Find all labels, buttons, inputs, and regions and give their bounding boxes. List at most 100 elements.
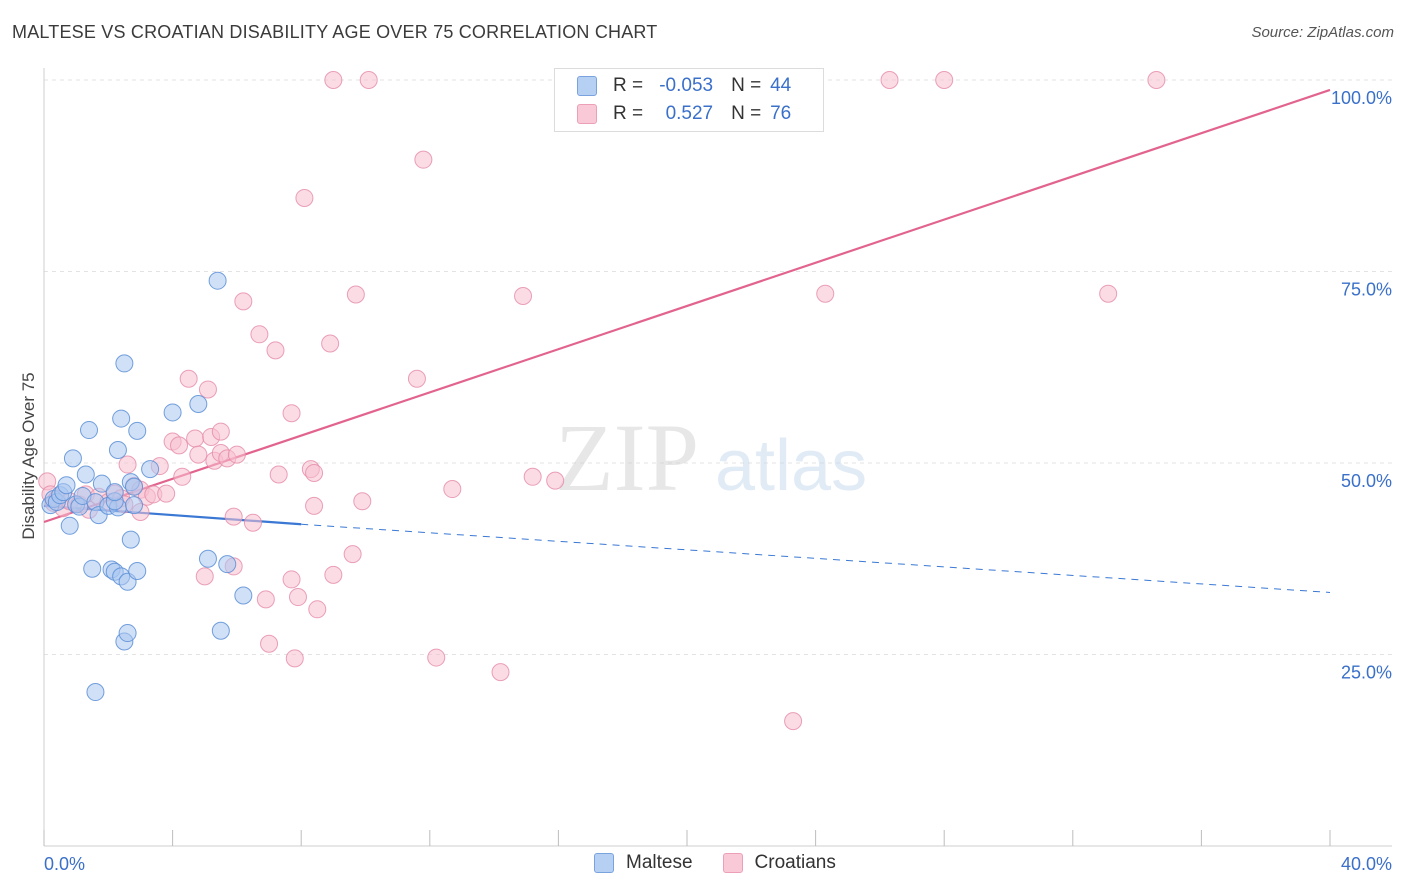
croatian-point [443,480,462,499]
croatian-point [288,588,307,607]
croatian-point [266,341,285,360]
maltese-point [60,516,79,535]
maltese-point [128,562,147,581]
croatian-point [227,445,246,464]
croatian-point [305,496,324,515]
legend-n-value: 76 [770,103,792,124]
legend-r-value: 0.527 [665,103,714,124]
croatian-point [173,467,192,486]
maltese-point [80,421,99,440]
maltese-point [125,477,144,496]
croatian-point [1099,284,1118,303]
croatian-point [324,565,343,584]
croatian-point [198,380,217,399]
legend-r-label: R = [613,103,644,124]
croatian-point [1147,71,1166,89]
y-tick-label: 25.0% [1341,663,1392,683]
croatian-point [170,436,189,455]
maltese-point [121,530,140,549]
maltese-point [63,449,82,468]
croatian-point [224,507,243,526]
maltese-point [211,621,230,640]
y-axis-label: Disability Age Over 75 [19,372,38,539]
maltese-point [208,271,227,290]
legend-row-maltese: R = -0.053 N = 44 [577,73,791,99]
maltese-point [83,559,102,578]
maltese-point [141,460,160,479]
croatian-point [414,150,433,169]
croatian-point [784,712,803,731]
axis-labels: 25.0% 50.0% 75.0% 100.0% 0.0% 40.0% Disability… [19,88,1392,874]
maltese-swatch [594,853,614,873]
y-tick-label: 100.0% [1331,88,1392,108]
legend-maltese-label: Maltese [626,852,693,873]
croatian-swatch [722,853,743,873]
maltese-point [76,465,95,484]
croatian-point [343,545,362,564]
legend-row-croatians: R = 0.527 N = 76 [577,101,791,127]
maltese-point [115,354,134,373]
croatian-point [514,287,533,306]
croatian-point [305,463,324,482]
legend-r-label: R = [613,75,644,96]
croatian-point [260,634,279,653]
maltese-point [234,586,253,605]
legend-n-value: 44 [770,75,792,96]
maltese-point [118,624,137,643]
legend-croatians-label: Croatians [754,852,836,873]
maltese-swatch [577,76,597,96]
watermark: ZIP atlas [555,404,867,511]
series-legend: Maltese Croatians [594,852,836,874]
croatian-trend-line [43,88,1331,524]
source-label: Source: ZipAtlas.com [1251,24,1394,41]
x-tick-label: 0.0% [44,854,85,874]
croatian-point [189,445,208,464]
croatian-point [250,325,269,344]
croatian-point [491,663,510,682]
maltese-point [125,496,144,515]
stats-legend: R = -0.053 N = 44 R = 0.527 N = 76 [554,68,824,132]
y-tick-label: 75.0% [1341,280,1392,300]
croatian-point [179,369,198,388]
croatian-point [427,648,446,667]
croatian-point [407,369,426,388]
watermark-zip: ZIP [555,404,699,511]
croatian-point [243,513,262,532]
croatian-point [282,570,301,589]
croatian-point [195,567,214,586]
croatian-point [186,429,205,448]
chart-title: MALTESE VS CROATIAN DISABILITY AGE OVER … [12,22,658,42]
maltese-point [218,555,237,574]
data-points [38,71,1166,731]
croatian-point [816,284,835,303]
maltese-point [92,474,111,493]
croatian-point [346,285,365,304]
maltese-point [112,409,131,428]
legend-n-label: N = [731,103,762,124]
croatian-point [308,600,327,619]
croatian-point [880,71,899,89]
maltese-point [57,476,76,495]
maltese-point [128,421,147,440]
legend-n-label: N = [731,75,762,96]
maltese-trend-extension [301,523,1331,593]
legend-r-value: -0.053 [659,75,714,96]
croatian-point [269,465,288,484]
croatian-point [353,492,372,511]
maltese-point [189,395,208,414]
croatian-point [321,334,340,353]
y-tick-label: 50.0% [1341,471,1392,491]
croatian-point [523,467,542,486]
croatian-point [282,404,301,423]
axes [43,68,1392,847]
croatian-swatch [577,104,597,124]
x-tick-label: 40.0% [1341,854,1392,874]
maltese-point [198,549,217,568]
watermark-atlas: atlas [715,426,867,506]
maltese-point [108,440,127,459]
maltese-point [163,403,182,422]
croatian-point [118,455,137,474]
croatian-point [546,471,565,490]
croatian-point [324,71,343,89]
